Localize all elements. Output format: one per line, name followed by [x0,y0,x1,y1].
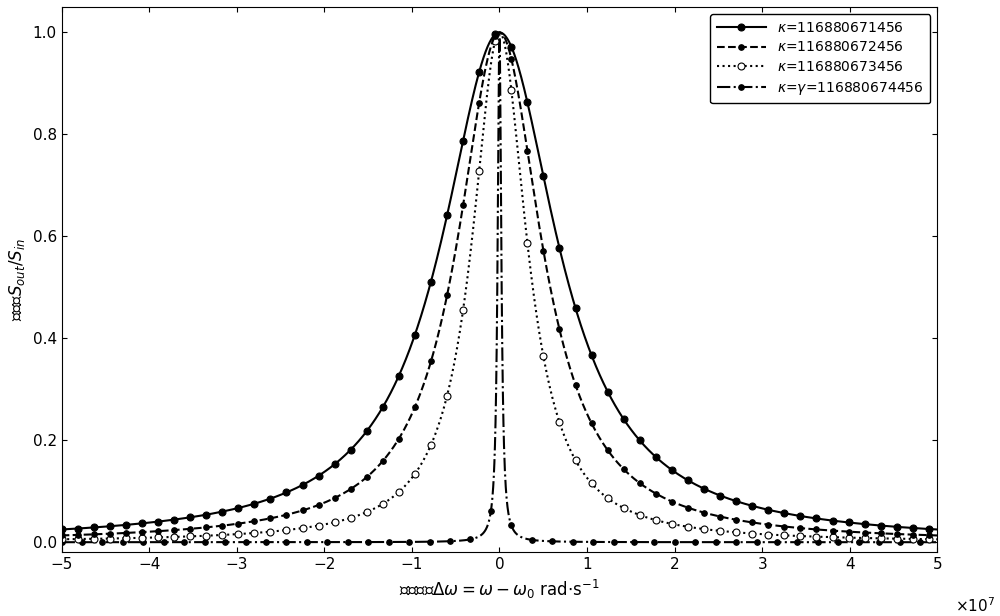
$\kappa$=$\gamma$=116880674456 [207,538,219,546]
$\kappa$=116880671456 [56,526,68,533]
$\kappa$=116880671456 [429,261,441,269]
$\kappa$=$\gamma$=116880674456 [931,538,943,546]
X-axis label: 频率变化$\Delta\omega=\omega-\omega_0$ rad$\cdot$s$^{-1}$: 频率变化$\Delta\omega=\omega-\omega_0$ rad$\… [399,578,600,601]
$\kappa$=116880671456 [493,29,505,36]
Line: $\kappa$=$\gamma$=116880674456: $\kappa$=$\gamma$=116880674456 [59,32,940,545]
$\kappa$=$\gamma$=116880674456 [56,538,68,546]
$\kappa$=116880671456 [391,375,403,383]
$\kappa$=116880673456 [391,490,403,497]
$\kappa$=116880672456 [429,342,441,349]
Y-axis label: 透射谱$S_{out}/S_{in}$: 透射谱$S_{out}/S_{in}$ [7,238,27,322]
$\kappa$=$\gamma$=116880674456 [429,538,441,545]
$\kappa$=116880672456 [207,523,219,530]
$\kappa$=116880673456 [155,533,167,541]
$\kappa$=116880673456 [914,535,926,543]
$\kappa$=116880671456 [931,526,943,533]
$\kappa$=116880671456 [820,516,832,524]
$\kappa$=$\gamma$=116880674456 [493,31,505,38]
Line: $\kappa$=116880671456: $\kappa$=116880671456 [58,29,941,533]
$\kappa$=116880672456 [391,437,403,445]
$\kappa$=116880672456 [914,531,926,538]
Line: $\kappa$=116880673456: $\kappa$=116880673456 [58,29,941,543]
$\kappa$=$\gamma$=116880674456 [155,538,167,546]
$\kappa$=116880673456 [429,431,441,438]
$\kappa$=116880673456 [56,535,68,543]
$\kappa$=116880672456 [820,527,832,534]
Legend: $\kappa$=116880671456, $\kappa$=116880672456, $\kappa$=116880673456, $\kappa$=$\: $\kappa$=116880671456, $\kappa$=11688067… [710,14,930,103]
$\kappa$=116880673456 [207,532,219,539]
$\kappa$=116880672456 [155,527,167,535]
$\kappa$=116880673456 [493,29,505,36]
$\kappa$=116880672456 [56,532,68,539]
$\kappa$=116880672456 [931,532,943,539]
$\kappa$=116880671456 [207,509,219,517]
$\kappa$=$\gamma$=116880674456 [391,538,403,546]
$\kappa$=116880671456 [914,525,926,532]
$\kappa$=$\gamma$=116880674456 [820,538,832,546]
$\kappa$=116880672456 [493,29,505,36]
$\kappa$=116880673456 [820,533,832,541]
$\kappa$=$\gamma$=116880674456 [914,538,926,546]
$\kappa$=116880671456 [155,517,167,525]
Line: $\kappa$=116880672456: $\kappa$=116880672456 [59,30,940,538]
Text: $\times10^7$: $\times10^7$ [955,596,995,615]
$\kappa$=116880673456 [931,535,943,543]
